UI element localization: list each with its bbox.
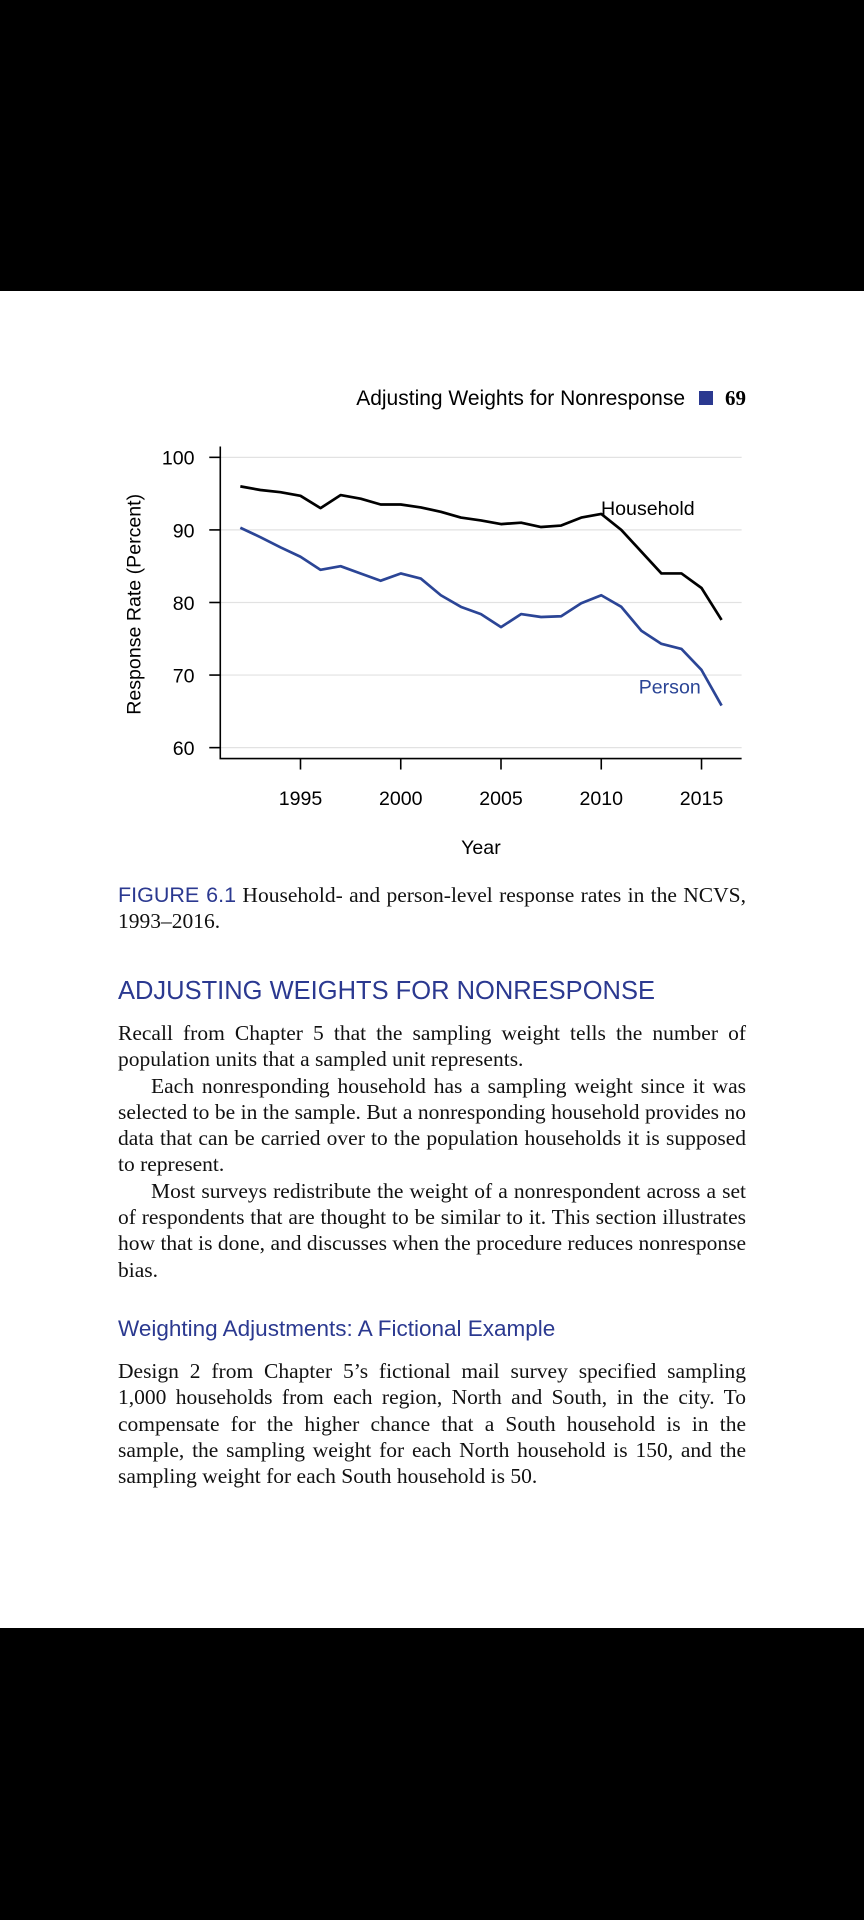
section-heading: ADJUSTING WEIGHTS FOR NONRESPONSE <box>118 977 655 1005</box>
paragraph: Each nonresponding household has a sampl… <box>118 1073 746 1177</box>
x-tick-label: 2010 <box>579 788 623 810</box>
line <box>240 485 723 621</box>
paragraph: Design 2 from Chapter 5’s fictional mail… <box>118 1359 746 1489</box>
axes <box>219 446 742 760</box>
figure-caption: FIGURE 6.1 Household- and person-level r… <box>118 882 746 935</box>
paragraph: Most surveys redistribute the weight of … <box>118 1178 746 1282</box>
paragraph: Recall from Chapter 5 that the sampling … <box>118 1021 746 1072</box>
header-title: Adjusting Weights for Nonresponse <box>356 387 685 410</box>
subsection-body: Design 2 from Chapter 5’s fictional mail… <box>118 1358 746 1489</box>
caption-label: FIGURE 6.1 <box>118 883 237 907</box>
line <box>239 526 723 707</box>
x-tick-label: 1995 <box>279 788 323 810</box>
x-axis-label: Year <box>461 837 501 859</box>
subsection-heading: Weighting Adjustments: A Fictional Examp… <box>118 1316 556 1341</box>
series-label: Person <box>639 676 701 698</box>
y-axis-label: Response Rate (Percent) <box>124 494 146 715</box>
y-tick-label: 80 <box>173 593 195 615</box>
series-label: Household <box>601 498 695 520</box>
book-page: Adjusting Weights for Nonresponse 69 Year… <box>0 291 864 1628</box>
caption-text: Household- and person-level response rat… <box>118 883 747 934</box>
x-tick-label: 2015 <box>680 788 724 810</box>
page-number: 69 <box>725 386 746 410</box>
x-tick-label: 2005 <box>479 788 523 810</box>
y-tick-label: 100 <box>162 448 195 470</box>
y-tick-label: 90 <box>173 520 195 542</box>
y-tick-label: 70 <box>173 665 195 687</box>
y-tick-label: 60 <box>173 738 195 760</box>
running-header: Adjusting Weights for Nonresponse 69 <box>356 386 746 411</box>
header-square <box>699 391 713 405</box>
x-tick-label: 2000 <box>379 788 423 810</box>
chart: Year Response Rate (Percent) 60 70 80 90 100… <box>124 446 742 859</box>
section-body: Recall from Chapter 5 that the sampling … <box>118 1020 746 1283</box>
